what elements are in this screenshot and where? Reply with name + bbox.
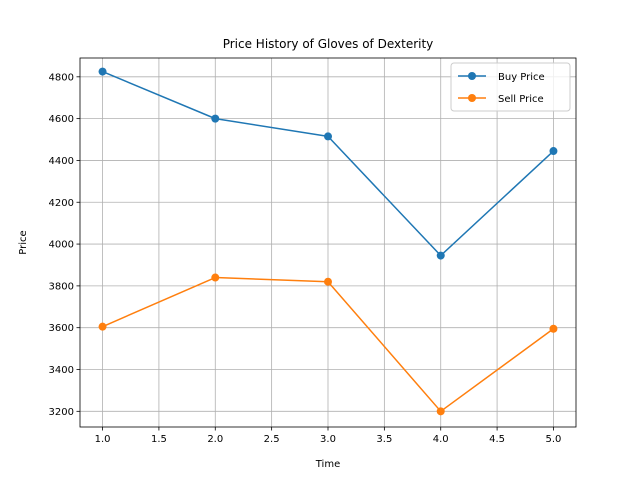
series-layer [98, 67, 558, 416]
legend-box [450, 62, 571, 112]
buy-price-point [324, 132, 332, 141]
legend-buy-price-marker [468, 72, 476, 80]
x-tick-label: 4.0 [433, 434, 449, 445]
sell-price-point [211, 273, 220, 282]
x-tick-label: 2.0 [207, 434, 223, 445]
x-tick-label: 1.5 [151, 434, 167, 445]
y-tick-label: 4400 [49, 156, 74, 167]
x-tick-label: 3.5 [376, 434, 392, 445]
y-tick-label: 4600 [49, 114, 74, 125]
y-tick-label: 3400 [49, 365, 74, 376]
y-tick-label: 3800 [49, 281, 74, 292]
sell-price-point [549, 324, 558, 333]
chart-title: Price History of Gloves of Dexterity [223, 37, 434, 51]
buy-price-point [436, 251, 445, 260]
sell-price-point [324, 277, 332, 286]
x-tick-label: 5.0 [546, 434, 562, 445]
y-tick-label: 4800 [49, 72, 74, 83]
legend-buy-price-label: Buy Price [498, 72, 545, 83]
x-tick-label: 1.0 [95, 434, 111, 445]
y-tick-label: 3200 [49, 407, 74, 418]
sell-price-point [436, 407, 445, 416]
x-axis-ticks: 1.0 1.5 2.0 2.5 3.0 3.5 4.0 4.5 5.0 [95, 427, 562, 445]
legend: Buy Price Sell Price [450, 62, 571, 112]
buy-price-point [211, 114, 220, 123]
x-tick-label: 2.5 [264, 434, 280, 445]
y-axis-ticks: 3200 3400 3600 3800 4000 4200 4400 4600 4800 [49, 72, 80, 418]
y-axis-label: Price [18, 230, 29, 254]
x-axis-label: Time [315, 459, 340, 470]
buy-price-point [98, 67, 107, 76]
y-tick-label: 4200 [49, 198, 74, 209]
y-tick-label: 4000 [49, 240, 74, 251]
legend-sell-price-marker [468, 94, 476, 102]
legend-items: Buy Price Sell Price [458, 72, 545, 105]
legend-sell-price-label: Sell Price [498, 94, 544, 105]
buy-price-point [549, 147, 558, 156]
sell-price-point [98, 322, 107, 331]
x-tick-label: 4.5 [489, 434, 505, 445]
y-tick-label: 3600 [49, 323, 74, 334]
x-tick-label: 3.0 [320, 434, 336, 445]
